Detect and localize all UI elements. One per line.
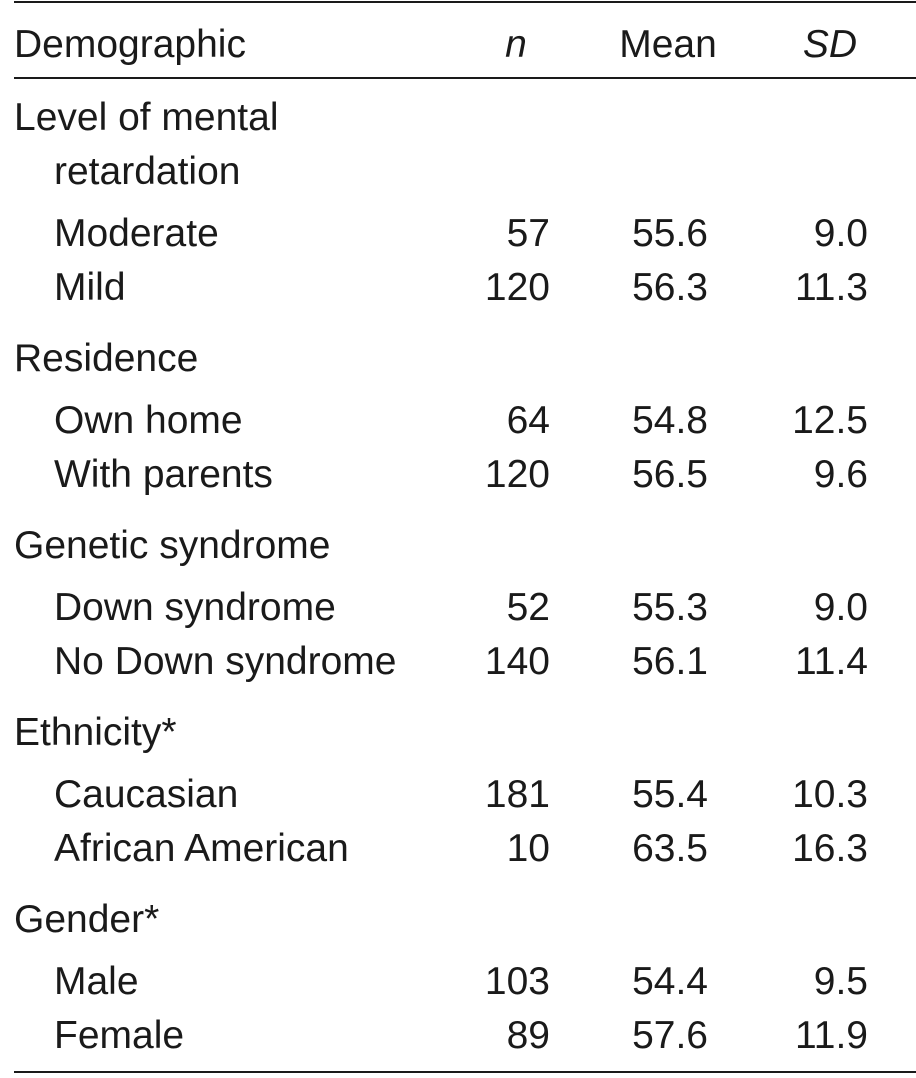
- n-value: 89: [506, 1014, 550, 1057]
- n-value: 181: [484, 773, 550, 816]
- n-value: 140: [484, 640, 550, 683]
- sd-value: 12.5: [792, 399, 868, 442]
- n-value: 57: [506, 212, 550, 255]
- n-value: 120: [484, 453, 550, 496]
- sd-value: 11.3: [794, 266, 868, 309]
- row-label: Female: [54, 1014, 185, 1057]
- mean-value: 54.4: [632, 960, 708, 1003]
- sd-value: 11.4: [794, 640, 868, 683]
- header-cell: SD: [802, 23, 858, 66]
- row-label: Caucasian: [54, 773, 239, 816]
- top-rule: [14, 1, 916, 3]
- mean-value: 63.5: [632, 827, 708, 870]
- sd-value: 9.6: [813, 453, 868, 496]
- mean-value: 54.8: [632, 399, 708, 442]
- row-label: Own home: [54, 399, 243, 442]
- sd-value: 11.9: [794, 1014, 868, 1057]
- mean-value: 55.4: [632, 773, 708, 816]
- row-label: African American: [54, 827, 349, 870]
- group-label: Gender*: [14, 898, 160, 941]
- n-value: 103: [484, 960, 550, 1003]
- n-value: 10: [506, 827, 550, 870]
- sd-value: 9.5: [813, 960, 868, 1003]
- n-value: 120: [484, 266, 550, 309]
- group-label: Genetic syndrome: [14, 524, 331, 567]
- sd-value: 9.0: [813, 586, 868, 629]
- sd-value: 9.0: [813, 212, 868, 255]
- bottom-rule: [14, 1071, 916, 1073]
- sd-value: 16.3: [792, 827, 868, 870]
- mean-value: 56.1: [632, 640, 708, 683]
- group-label: Residence: [14, 337, 199, 380]
- header-cell: Mean: [619, 23, 717, 66]
- group-label: Ethnicity*: [14, 711, 177, 754]
- mean-value: 56.3: [632, 266, 708, 309]
- header-cell: Demographic: [14, 23, 246, 66]
- n-value: 52: [506, 586, 550, 629]
- mean-value: 56.5: [632, 453, 708, 496]
- row-label: With parents: [54, 453, 273, 496]
- n-value: 64: [506, 399, 550, 442]
- mean-value: 57.6: [632, 1014, 708, 1057]
- row-label: Mild: [54, 266, 126, 309]
- row-label: Moderate: [54, 212, 219, 255]
- mean-value: 55.3: [632, 586, 708, 629]
- header-cell: n: [505, 23, 527, 66]
- mean-value: 55.6: [632, 212, 708, 255]
- sd-value: 10.3: [792, 773, 868, 816]
- row-label: No Down syndrome: [54, 640, 397, 683]
- row-label: Male: [54, 960, 139, 1003]
- header-rule: [14, 77, 916, 79]
- row-label: Down syndrome: [54, 586, 336, 629]
- group-label: Level of mental retardation: [14, 96, 279, 193]
